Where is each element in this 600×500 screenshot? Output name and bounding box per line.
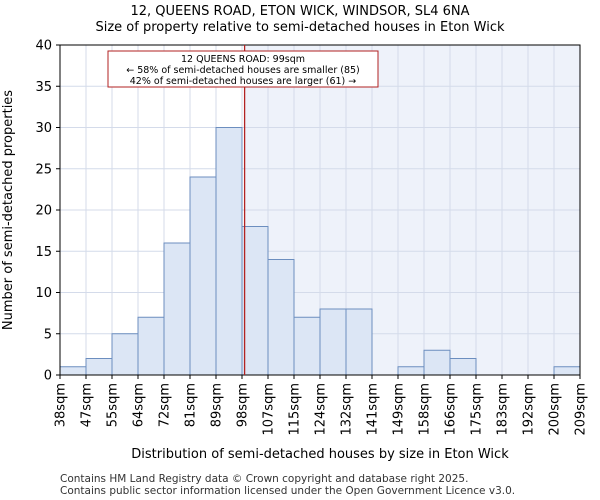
x-tick-label: 158sqm (418, 383, 433, 436)
y-tick-label: 15 (35, 245, 52, 260)
x-tick-label: 64sqm (132, 383, 147, 427)
x-tick-label: 192sqm (522, 383, 537, 436)
y-tick-label: 30 (35, 121, 52, 136)
y-tick-label: 40 (35, 39, 52, 54)
y-tick-label: 0 (44, 369, 52, 384)
histogram-bar (319, 308, 347, 376)
x-tick-label: 38sqm (54, 383, 69, 427)
histogram-bar (163, 242, 191, 376)
x-tick-label: 115sqm (288, 383, 303, 436)
x-tick-label: 200sqm (548, 383, 563, 436)
x-tick-label: 183sqm (496, 383, 511, 436)
x-tick-label: 132sqm (340, 383, 355, 436)
x-tick-label: 175sqm (470, 383, 485, 436)
histogram-bar (85, 358, 113, 376)
histogram-bar (111, 333, 139, 376)
x-tick-label: 166sqm (444, 383, 459, 436)
histogram-bar (345, 308, 373, 376)
annotation-box (107, 50, 379, 88)
chart-title: 12, QUEENS ROAD, ETON WICK, WINDSOR, SL4… (130, 4, 470, 19)
histogram-bar (449, 358, 477, 376)
chart-subtitle: Size of property relative to semi-detach… (95, 20, 505, 35)
y-tick-label: 10 (35, 286, 52, 301)
histogram-bar (137, 316, 165, 376)
annotation-line: ← 58% of semi-detached houses are smalle… (126, 65, 360, 76)
y-tick-label: 5 (44, 327, 52, 342)
histogram-bar (397, 366, 425, 376)
x-tick-label: 107sqm (262, 383, 277, 436)
histogram-bar (59, 366, 87, 376)
x-tick-label: 55sqm (106, 383, 121, 427)
annotation-line: 42% of semi-detached houses are larger (… (130, 76, 357, 87)
y-axis-label: Number of semi-detached properties (1, 90, 16, 330)
histogram-bar (423, 349, 451, 376)
x-tick-label: 89sqm (210, 383, 225, 427)
x-tick-label: 209sqm (574, 383, 589, 436)
histogram-bar (293, 316, 321, 376)
footer-copyright: Contains HM Land Registry data © Crown c… (60, 473, 469, 485)
x-tick-label: 98sqm (236, 383, 251, 427)
histogram-bar (553, 366, 581, 376)
x-tick-label: 124sqm (314, 383, 329, 436)
y-tick-label: 35 (35, 80, 52, 95)
x-tick-label: 47sqm (80, 383, 95, 427)
x-tick-label: 81sqm (184, 383, 199, 427)
histogram-bar (189, 176, 217, 376)
histogram-chart: 0 5 10 15 20 25 30 35 40 38sqm 47sqm 55sqm 64sqm 72sq… (1, 39, 589, 463)
histogram-bar (215, 127, 243, 376)
x-tick-label: 72sqm (158, 383, 173, 427)
y-tick-label: 25 (35, 162, 52, 177)
histogram-bar (267, 259, 295, 376)
x-axis-label: Distribution of semi-detached houses by … (131, 447, 509, 462)
footer-licence: Contains public sector information licen… (60, 485, 516, 497)
histogram-bar (241, 226, 269, 376)
x-tick-label: 149sqm (392, 383, 407, 436)
y-tick-label: 20 (35, 204, 52, 219)
x-tick-label: 141sqm (366, 383, 381, 436)
annotation-line: 12 QUEENS ROAD: 99sqm (181, 54, 305, 65)
